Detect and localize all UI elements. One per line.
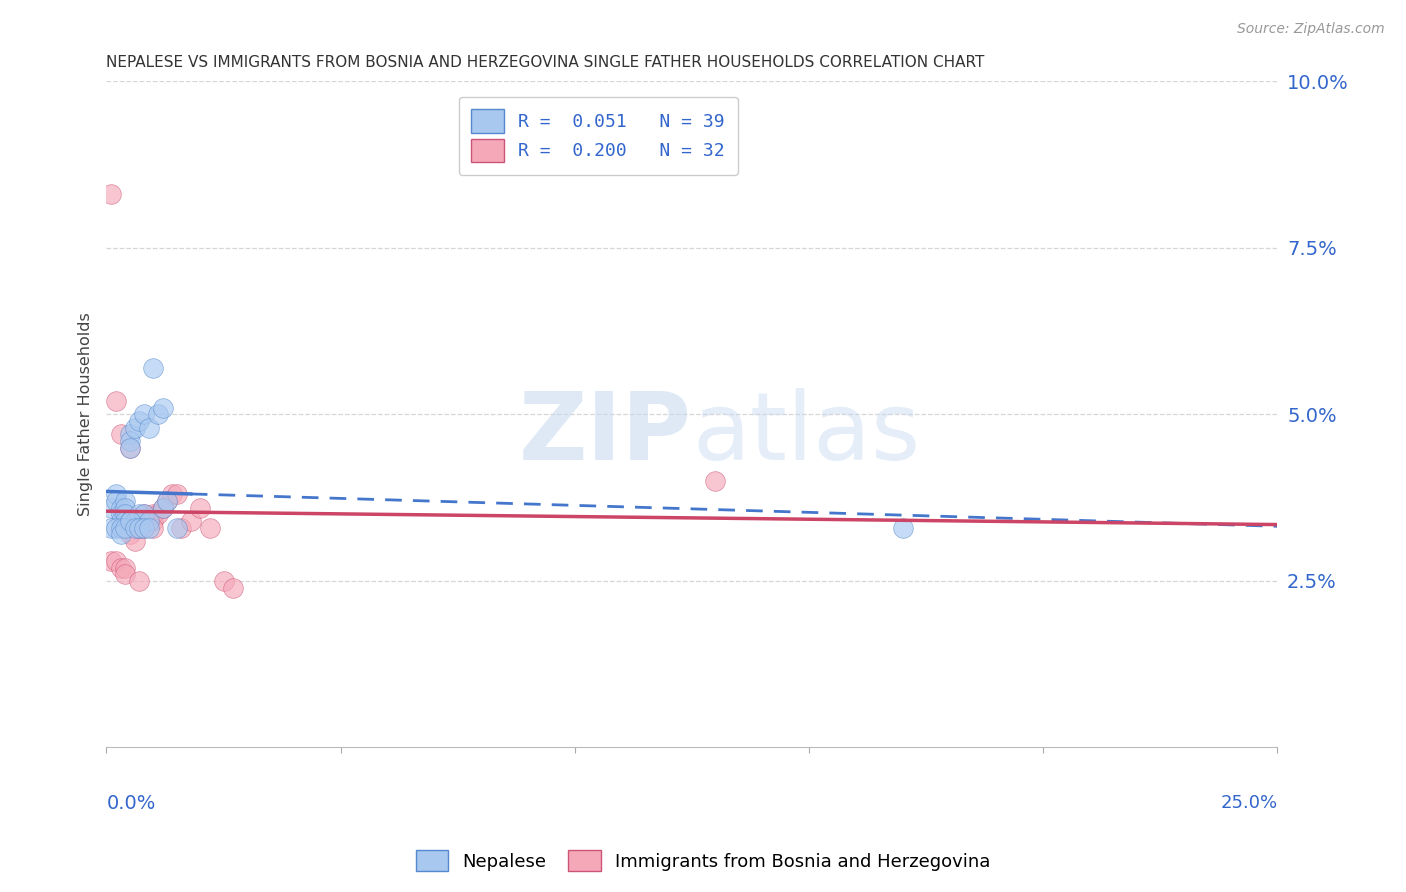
Point [891, 520, 914, 534]
Point [100, 500, 122, 515]
Point [124, 514, 146, 528]
Point [142, 507, 165, 521]
Legend: Nepalese, Immigrants from Bosnia and Herzegovina: Nepalese, Immigrants from Bosnia and Her… [408, 843, 998, 879]
Point [110, 560, 132, 574]
Point [114, 500, 136, 515]
Point [104, 487, 127, 501]
Point [132, 520, 155, 534]
Point [152, 500, 174, 515]
Point [146, 407, 169, 421]
Point [152, 401, 174, 415]
Point [114, 560, 136, 574]
Point [198, 520, 221, 534]
Point [128, 574, 150, 588]
Point [118, 441, 141, 455]
Text: 25.0%: 25.0% [1220, 794, 1277, 812]
Point [142, 514, 165, 528]
Point [188, 500, 211, 515]
Point [180, 514, 202, 528]
Point [110, 507, 132, 521]
Point [114, 520, 136, 534]
Text: NEPALESE VS IMMIGRANTS FROM BOSNIA AND HERZEGOVINA SINGLE FATHER HOUSEHOLDS CORR: NEPALESE VS IMMIGRANTS FROM BOSNIA AND H… [107, 55, 984, 70]
Text: 0.0%: 0.0% [107, 794, 156, 814]
Point [118, 434, 141, 448]
Point [114, 514, 136, 528]
Text: Source: ZipAtlas.com: Source: ZipAtlas.com [1237, 22, 1385, 37]
Point [118, 514, 141, 528]
Point [152, 500, 174, 515]
Point [110, 500, 132, 515]
Point [100, 187, 122, 202]
Point [138, 520, 160, 534]
Legend: R =  0.051   N = 39, R =  0.200   N = 32: R = 0.051 N = 39, R = 0.200 N = 32 [458, 96, 738, 175]
Point [156, 494, 179, 508]
Point [118, 441, 141, 455]
Y-axis label: Single Father Households: Single Father Households [79, 312, 93, 516]
Point [128, 414, 150, 428]
Point [114, 494, 136, 508]
Point [124, 533, 146, 548]
Point [110, 520, 132, 534]
Point [132, 507, 155, 521]
Point [124, 420, 146, 434]
Point [104, 494, 127, 508]
Point [132, 407, 155, 421]
Point [146, 507, 169, 521]
Point [100, 554, 122, 568]
Point [104, 554, 127, 568]
Text: ZIP: ZIP [519, 388, 692, 480]
Point [156, 494, 179, 508]
Point [138, 420, 160, 434]
Point [222, 581, 245, 595]
Point [114, 507, 136, 521]
Point [138, 514, 160, 528]
Point [104, 393, 127, 408]
Point [128, 507, 150, 521]
Point [114, 567, 136, 582]
Point [128, 520, 150, 534]
Point [212, 574, 235, 588]
Point [110, 427, 132, 442]
Point [110, 527, 132, 541]
Point [142, 360, 165, 375]
Point [118, 427, 141, 442]
Point [104, 520, 127, 534]
Text: atlas: atlas [692, 388, 920, 480]
Point [142, 520, 165, 534]
Point [118, 514, 141, 528]
Point [100, 520, 122, 534]
Point [704, 474, 727, 488]
Point [124, 514, 146, 528]
Point [124, 520, 146, 534]
Point [132, 507, 155, 521]
Point [166, 520, 188, 534]
Point [160, 487, 183, 501]
Point [132, 520, 155, 534]
Point [170, 520, 193, 534]
Point [138, 514, 160, 528]
Point [128, 520, 150, 534]
Point [110, 514, 132, 528]
Point [118, 527, 141, 541]
Point [166, 487, 188, 501]
